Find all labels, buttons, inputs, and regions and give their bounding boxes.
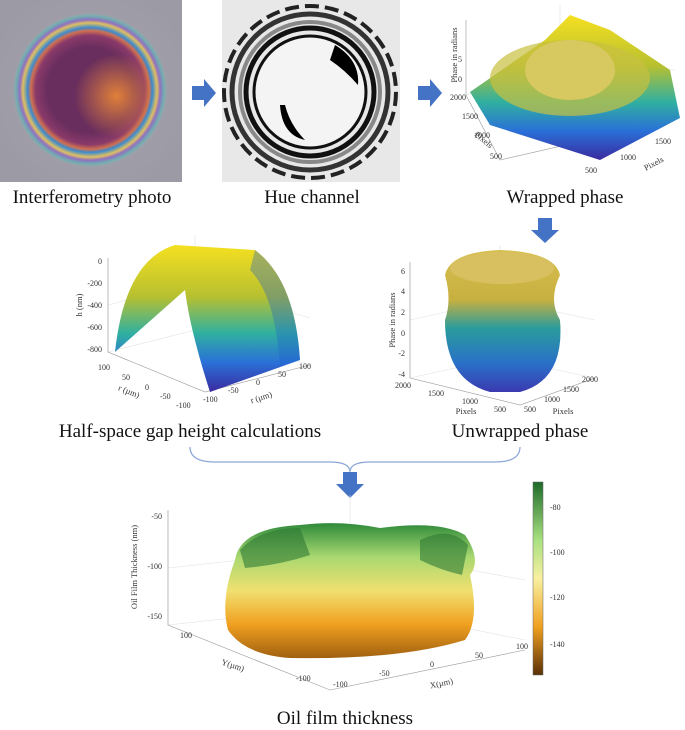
x-tick-label: 100: [98, 363, 110, 372]
y-tick-label: 1000: [620, 153, 636, 162]
oil-film-plot: [167, 481, 544, 691]
panel-label: Wrapped phase: [507, 187, 624, 208]
z-tick-label: -4: [398, 370, 405, 379]
y-tick-label: 2000: [582, 375, 598, 384]
x-tick-label: 2000: [395, 381, 411, 390]
z-axis-label: Phase in radians: [449, 27, 459, 82]
x-tick-label: 1500: [462, 112, 478, 121]
interferometry-photo: [0, 0, 182, 182]
z-tick-label: -50: [151, 512, 162, 521]
x-tick-label: -50: [379, 669, 390, 678]
colorbar-tick-label: -140: [550, 640, 565, 649]
y-tick-label: 1500: [563, 385, 579, 394]
z-tick-label: -400: [87, 301, 102, 310]
x-tick-label: -50: [160, 392, 171, 401]
z-tick-label: -200: [87, 279, 102, 288]
x-tick-label: 50: [475, 651, 483, 660]
y-tick-label: 1000: [544, 395, 560, 404]
x-tick-label: 1500: [428, 389, 444, 398]
panel-label: Half-space gap height calculations: [59, 421, 321, 442]
y-axis-label: Pixels: [553, 406, 574, 416]
panel-label: Interferometry photo: [13, 187, 172, 208]
y-tick-label: 1500: [655, 137, 671, 146]
z-tick-label: 0: [401, 329, 405, 338]
z-tick-label: 4: [401, 287, 405, 296]
y-tick-label: -100: [296, 674, 311, 683]
x-tick-label: 50: [122, 373, 130, 382]
wrapped-phase-plot: [465, 5, 680, 161]
z-tick-label: 2: [401, 308, 405, 317]
z-tick-label: 5: [458, 55, 462, 64]
merge-bracket: [189, 446, 521, 473]
panel-label: Oil film thickness: [277, 708, 413, 729]
x-axis-label: Pixels: [456, 406, 477, 416]
z-tick-label: -800: [87, 345, 102, 354]
arrow: [192, 79, 216, 107]
z-axis-label: h (nm): [74, 293, 84, 316]
x-axis-label: X(µm): [429, 676, 454, 691]
x-tick-label: 1000: [474, 131, 490, 140]
y-tick-label: 500: [524, 405, 536, 414]
x-tick-label: 2000: [450, 93, 466, 102]
x-tick-label: 500: [494, 405, 506, 414]
x-tick-label: 500: [490, 152, 502, 161]
x-tick-label: 0: [145, 383, 149, 392]
z-tick-label: 6: [401, 267, 405, 276]
x-axis-label: r (µm): [117, 382, 141, 400]
z-tick-label: 0: [458, 75, 462, 84]
y-tick-label: -100: [203, 395, 218, 404]
arrow: [418, 79, 442, 107]
y-tick-label: 500: [585, 166, 597, 175]
y-axis-label: Y(µm): [220, 657, 245, 674]
z-tick-label: -2: [398, 349, 405, 358]
x-tick-label: 100: [516, 642, 528, 651]
z-tick-label: -150: [147, 612, 162, 621]
x-tick-label: 1000: [462, 397, 478, 406]
z-tick-label: -100: [147, 562, 162, 571]
y-axis-label: Pixels: [642, 154, 665, 173]
unwrapped-phase-plot: [409, 245, 596, 406]
x-tick-label: 0: [430, 660, 434, 669]
half-space-plot: [107, 235, 311, 393]
y-tick-label: 100: [180, 631, 192, 640]
hue-channel-image: [222, 0, 400, 182]
y-tick-label: 0: [256, 378, 260, 387]
z-axis-label: Oil Film Thickness (nm): [129, 525, 139, 609]
colorbar-tick-label: -100: [550, 548, 565, 557]
colorbar-tick-label: -80: [550, 503, 561, 512]
y-axis-label: r (µm): [249, 389, 273, 405]
arrow: [336, 472, 364, 498]
x-tick-label: -100: [176, 401, 191, 410]
panel-label: Hue channel: [264, 187, 359, 208]
y-tick-label: 100: [299, 362, 311, 371]
panel-label: Unwrapped phase: [452, 421, 589, 442]
z-tick-label: -600: [87, 323, 102, 332]
z-axis-label: Phase in radians: [387, 292, 397, 347]
colorbar-tick-label: -120: [550, 593, 565, 602]
z-tick-label: 0: [98, 257, 102, 266]
arrow: [531, 218, 559, 243]
y-tick-label: -50: [228, 386, 239, 395]
x-tick-label: -100: [333, 680, 348, 689]
y-tick-label: 50: [278, 370, 286, 379]
colorbar: [532, 481, 544, 676]
